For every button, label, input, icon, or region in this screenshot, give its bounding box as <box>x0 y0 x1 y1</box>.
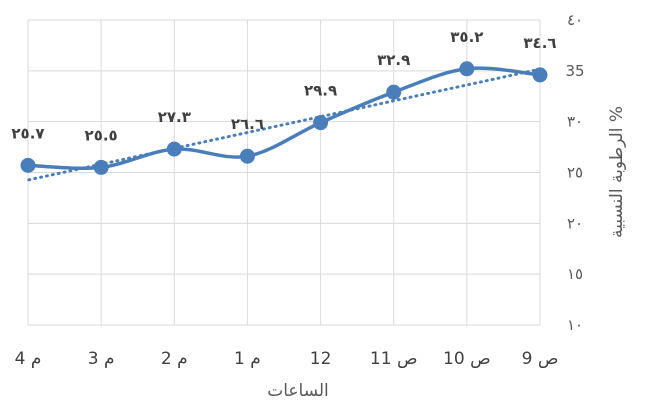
data-point <box>532 67 548 83</box>
x-tick-label: 2 م <box>161 349 188 369</box>
data-label: ٣٢.٩ <box>377 51 410 69</box>
x-axis-ticks: 9 ص 10 ص 11 ص 12 1 م 2 م 3 م 4 م <box>15 349 559 369</box>
data-label: ٣٥.٢ <box>450 28 483 46</box>
y-axis-title: الرطوبة النسبية % <box>607 106 627 238</box>
data-point <box>313 115 329 131</box>
data-point <box>166 141 182 157</box>
y-tick-label: ٣٠ <box>567 113 583 131</box>
series-line <box>27 66 541 171</box>
data-point <box>459 61 475 77</box>
data-point <box>93 159 109 175</box>
data-label: ٢٥.٧ <box>11 124 44 142</box>
y-tick-label: ٤٠ <box>567 11 583 29</box>
y-tick-label: ١٥ <box>567 265 583 283</box>
x-tick-label: 11 ص <box>370 349 418 369</box>
y-tick-label: ٢٥ <box>567 164 583 182</box>
data-label: ٢٩.٩ <box>304 82 337 100</box>
data-label: ٢٧.٣ <box>158 108 191 126</box>
y-tick-label: 35 <box>565 62 584 80</box>
x-axis-title: الساعات <box>267 381 329 401</box>
data-point <box>20 157 36 173</box>
data-point <box>239 148 255 164</box>
x-tick-label: 10 ص <box>443 349 491 369</box>
y-tick-label: ٢٠ <box>567 214 583 232</box>
trendline <box>26 67 542 182</box>
x-tick-label: 9 ص <box>522 349 559 369</box>
x-tick-label: 4 م <box>15 349 42 369</box>
x-tick-label: 1 م <box>234 349 261 369</box>
y-tick-label: ١٠ <box>567 316 583 334</box>
data-label: ٣٤.٦ <box>523 34 556 52</box>
data-labels: ٣٤.٦ ٣٥.٢ ٣٢.٩ ٢٩.٩ ٢٦.٦ ٢٧.٣ ٢٥.٥ ٢٥.٧ <box>11 28 556 145</box>
data-label: ٢٥.٥ <box>85 126 118 144</box>
data-points <box>20 61 548 175</box>
data-point <box>386 84 402 100</box>
y-axis-ticks: ١٠ ١٥ ٢٠ ٢٥ ٣٠ 35 ٤٠ <box>565 11 584 334</box>
data-label: ٢٦.٦ <box>231 115 264 133</box>
x-tick-label: 12 <box>310 349 332 369</box>
x-tick-label: 3 م <box>88 349 115 369</box>
